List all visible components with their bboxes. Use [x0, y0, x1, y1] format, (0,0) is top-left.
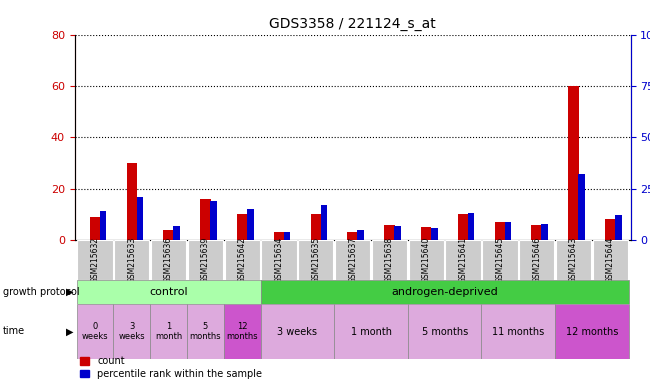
Bar: [136, 197, 143, 240]
Bar: [284, 232, 291, 240]
Bar: [578, 174, 585, 240]
Bar: [568, 86, 578, 240]
Bar: [77, 280, 261, 304]
Bar: [188, 240, 223, 280]
Text: GSM215639: GSM215639: [201, 237, 210, 283]
Bar: [421, 227, 432, 240]
Text: androgen-deprived: androgen-deprived: [391, 287, 498, 297]
Bar: [431, 228, 437, 240]
Legend: count, percentile rank within the sample: count, percentile rank within the sample: [79, 356, 262, 379]
Bar: [408, 304, 482, 359]
Bar: [90, 217, 100, 240]
Bar: [468, 213, 474, 240]
Bar: [495, 222, 505, 240]
Bar: [210, 201, 217, 240]
Bar: [348, 232, 358, 240]
Text: GSM215642: GSM215642: [238, 237, 247, 283]
Bar: [261, 304, 334, 359]
Bar: [335, 240, 370, 280]
Bar: [615, 215, 621, 240]
Text: GSM215644: GSM215644: [606, 237, 615, 283]
Bar: [320, 205, 327, 240]
Bar: [445, 240, 481, 280]
Bar: [247, 209, 254, 240]
Text: 5 months: 5 months: [421, 326, 468, 337]
Bar: [261, 240, 296, 280]
Text: GSM215640: GSM215640: [422, 237, 431, 283]
Bar: [261, 280, 629, 304]
Text: GSM215635: GSM215635: [311, 237, 320, 283]
Title: GDS3358 / 221124_s_at: GDS3358 / 221124_s_at: [269, 17, 436, 31]
Bar: [532, 225, 542, 240]
Bar: [334, 304, 408, 359]
Text: GSM215633: GSM215633: [127, 237, 136, 283]
Text: control: control: [150, 287, 188, 297]
Text: 0
weeks: 0 weeks: [82, 322, 109, 341]
Text: 11 months: 11 months: [492, 326, 544, 337]
Bar: [151, 240, 187, 280]
Text: 3 weeks: 3 weeks: [278, 326, 317, 337]
Bar: [482, 304, 555, 359]
Bar: [100, 211, 107, 240]
Text: 1
month: 1 month: [155, 322, 182, 341]
Bar: [541, 223, 548, 240]
Bar: [358, 230, 364, 240]
Bar: [458, 214, 468, 240]
Bar: [224, 304, 261, 359]
Bar: [298, 240, 333, 280]
Text: GSM215641: GSM215641: [458, 237, 467, 283]
Bar: [187, 304, 224, 359]
Bar: [311, 214, 321, 240]
Bar: [77, 240, 112, 280]
Bar: [384, 225, 395, 240]
Text: GSM215643: GSM215643: [569, 237, 578, 283]
Bar: [482, 240, 517, 280]
Text: growth protocol: growth protocol: [3, 287, 80, 297]
Bar: [409, 240, 444, 280]
Bar: [77, 304, 113, 359]
Bar: [114, 240, 150, 280]
Text: time: time: [3, 326, 25, 336]
Bar: [556, 240, 591, 280]
Bar: [605, 220, 616, 240]
Text: GSM215632: GSM215632: [90, 237, 99, 283]
Text: GSM215634: GSM215634: [274, 237, 283, 283]
Text: ▶: ▶: [66, 326, 74, 336]
Text: 12 months: 12 months: [566, 326, 618, 337]
Text: GSM215636: GSM215636: [164, 237, 173, 283]
Text: GSM215638: GSM215638: [385, 237, 394, 283]
Bar: [127, 163, 137, 240]
Bar: [150, 304, 187, 359]
Text: GSM215637: GSM215637: [348, 237, 357, 283]
Bar: [555, 304, 629, 359]
Bar: [274, 232, 284, 240]
Bar: [237, 214, 248, 240]
Text: 3
weeks: 3 weeks: [118, 322, 145, 341]
Bar: [593, 240, 628, 280]
Bar: [224, 240, 260, 280]
Bar: [163, 230, 174, 240]
Text: 12
months: 12 months: [226, 322, 258, 341]
Text: ▶: ▶: [66, 287, 74, 297]
Bar: [372, 240, 407, 280]
Bar: [504, 222, 512, 240]
Bar: [174, 226, 180, 240]
Text: GSM215646: GSM215646: [532, 237, 541, 283]
Text: 5
months: 5 months: [190, 322, 221, 341]
Text: GSM215645: GSM215645: [495, 237, 504, 283]
Bar: [519, 240, 554, 280]
Text: 1 month: 1 month: [350, 326, 391, 337]
Bar: [394, 226, 401, 240]
Bar: [113, 304, 150, 359]
Bar: [200, 199, 211, 240]
